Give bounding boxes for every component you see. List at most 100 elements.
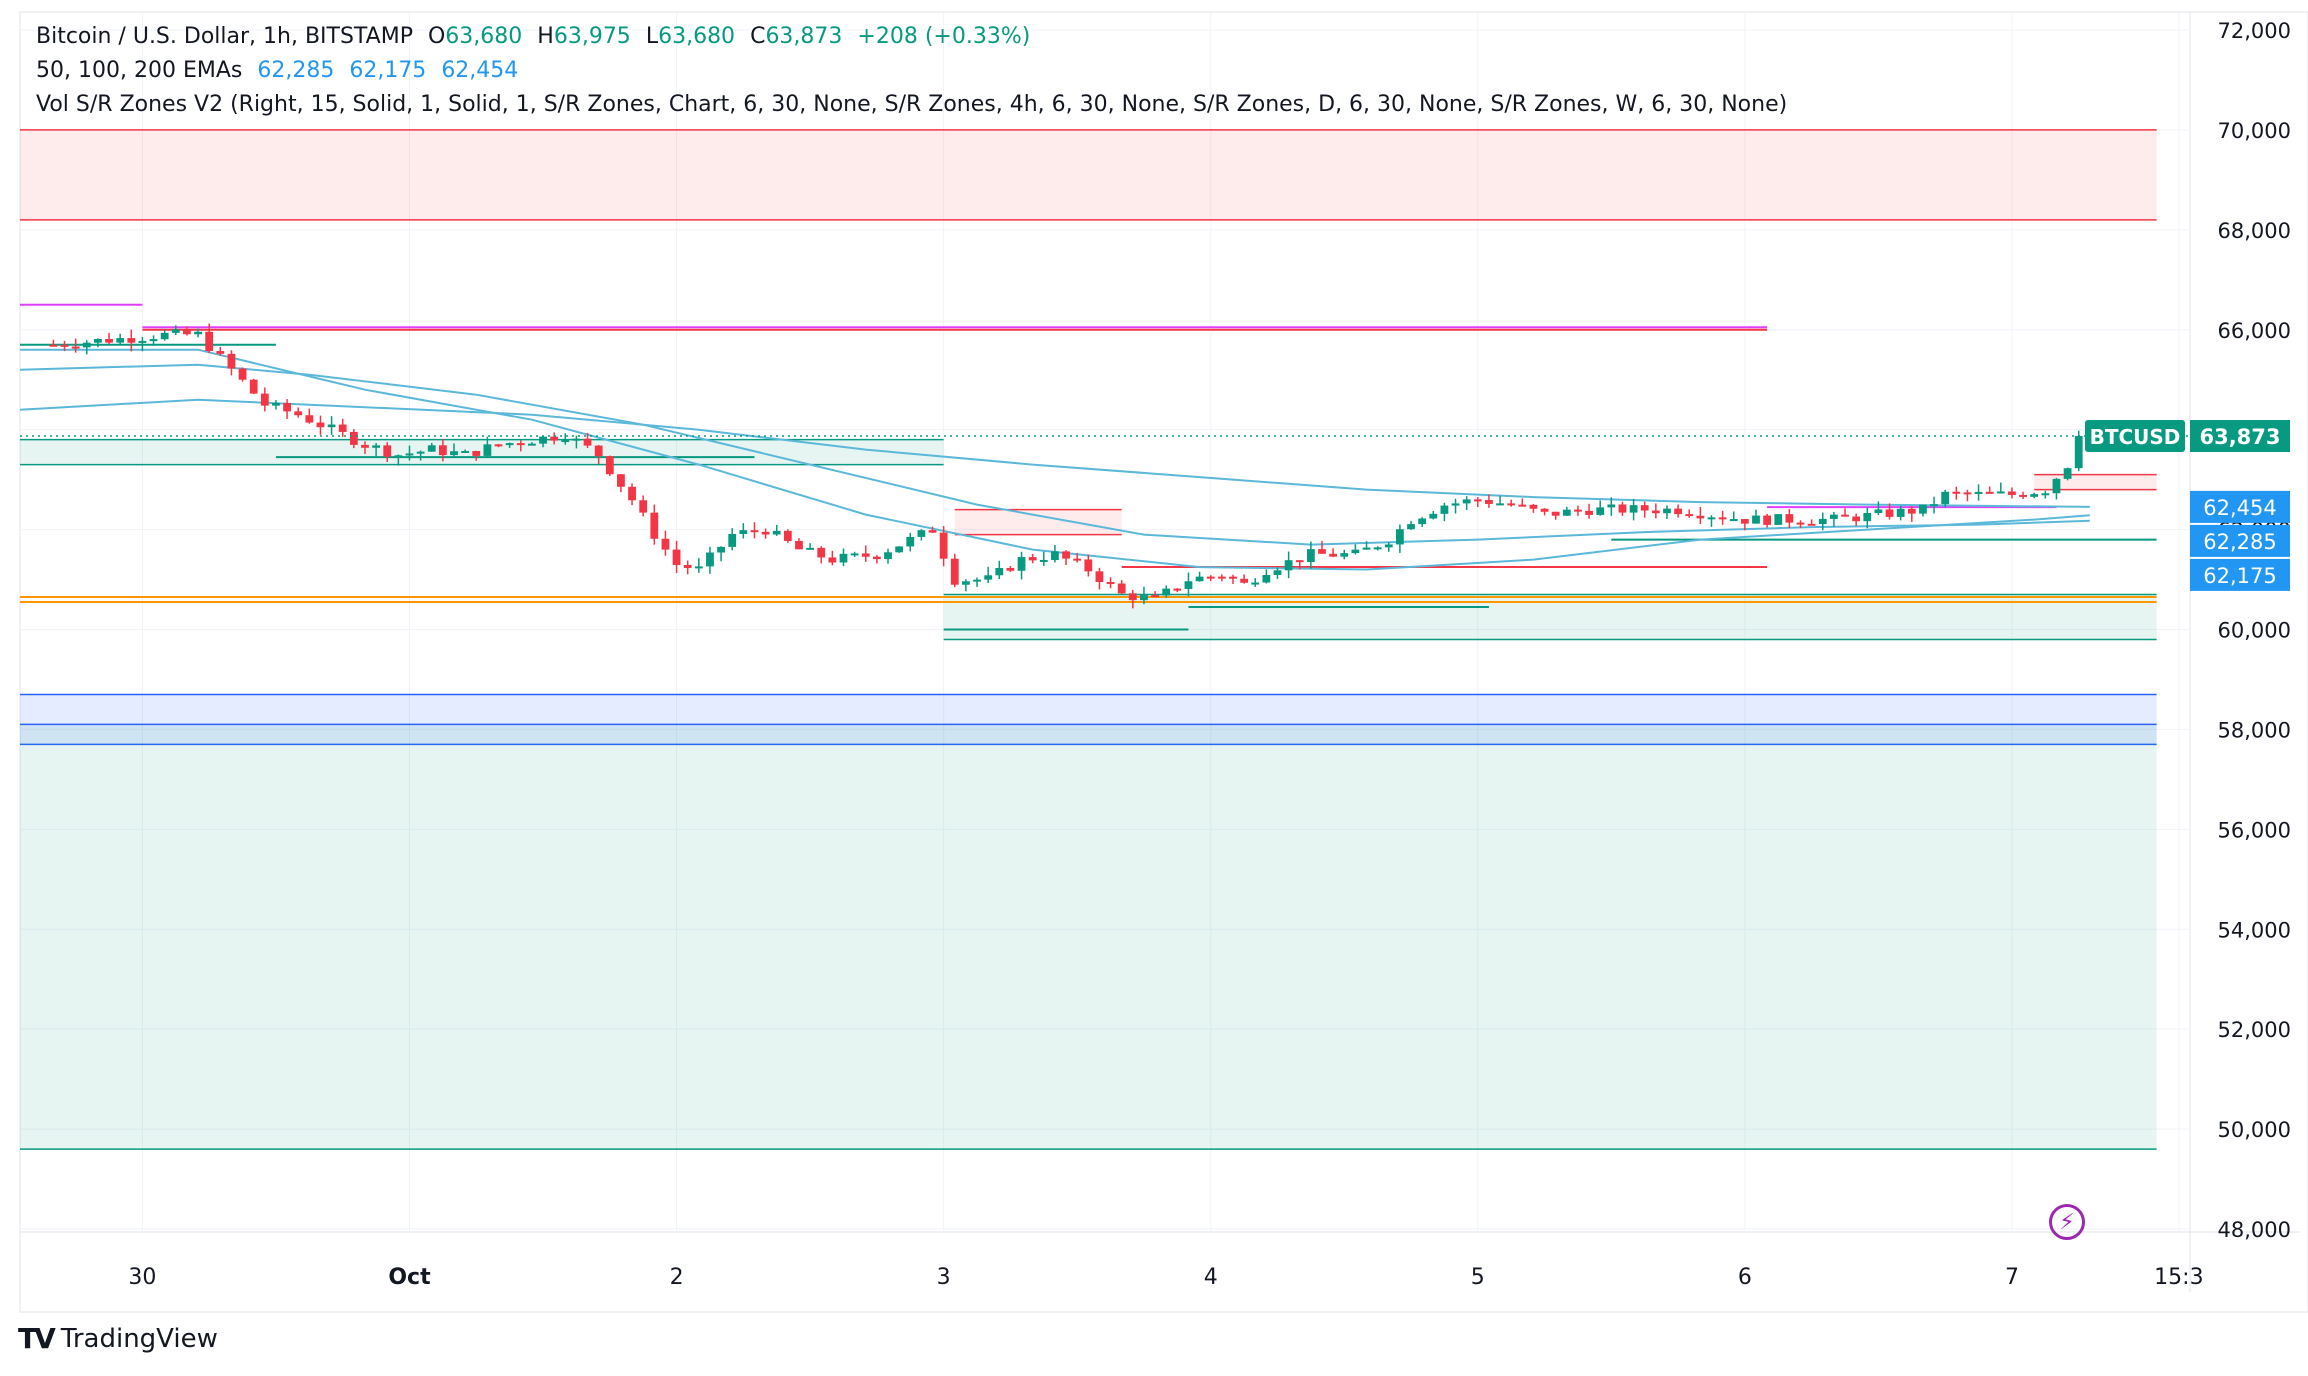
candle-body — [939, 532, 948, 559]
candle-body — [1440, 505, 1449, 514]
legend-close: C63,873 — [750, 24, 842, 49]
candle-body — [1841, 514, 1849, 517]
candle-body — [995, 567, 1004, 576]
candle-body — [739, 530, 748, 534]
candle-body — [1585, 510, 1593, 515]
legend-symbol: Bitcoin / U.S. Dollar, 1h, BITSTAMP — [36, 24, 413, 49]
candle-body — [628, 486, 636, 501]
candle-body — [1852, 516, 1861, 522]
candle-body — [895, 546, 904, 553]
candle-body — [505, 443, 514, 446]
legend-indicator[interactable]: Vol S/R Zones V2 (Right, 15, Solid, 1, S… — [36, 92, 1795, 117]
candle-body — [984, 575, 993, 580]
candle-body — [694, 566, 703, 569]
candle-body — [94, 339, 102, 343]
candle-body — [1729, 519, 1738, 522]
candle-body — [194, 331, 202, 335]
candle-body — [349, 431, 358, 445]
candle-body — [1329, 553, 1338, 557]
candle-body — [1885, 509, 1894, 517]
candle-body — [1896, 508, 1905, 517]
candle-body — [728, 533, 737, 547]
candle-body — [1618, 504, 1627, 513]
brand-name: TradingView — [60, 1323, 218, 1354]
candle-body — [105, 339, 113, 343]
candle-body — [761, 531, 770, 535]
ema-line — [20, 348, 2090, 571]
ema-line — [19, 363, 2090, 546]
candle-body — [260, 393, 269, 406]
candle-body — [1084, 559, 1093, 572]
candle-body — [1607, 504, 1616, 508]
ema-price-tag-bg — [2190, 490, 2290, 523]
candle-body — [1696, 515, 1705, 519]
candle-body — [1217, 576, 1226, 579]
candle-body — [238, 368, 247, 380]
candle-body — [516, 443, 525, 446]
candle-body — [1273, 570, 1282, 576]
candle-body — [1184, 581, 1193, 590]
lightning-bolt-icon[interactable]: ⚡ — [2049, 1204, 2085, 1240]
candle-body — [594, 445, 603, 457]
candle-body — [205, 331, 214, 352]
candle-body — [1418, 518, 1427, 525]
sr-zone — [20, 439, 944, 465]
candle-body — [2074, 436, 2083, 469]
tradingview-brand[interactable]: TV TradingView — [18, 1322, 218, 1355]
candle-body — [1306, 549, 1315, 562]
candle-body — [316, 422, 325, 428]
candle-body — [2030, 494, 2039, 497]
candle-body — [361, 444, 369, 448]
candle-body — [1551, 511, 1560, 516]
candle-body — [1629, 505, 1638, 513]
x-tick-label: 6 — [1738, 1265, 1752, 1290]
candle-body — [1106, 582, 1115, 585]
candle-body — [539, 436, 547, 444]
candle-body — [717, 546, 725, 553]
candle-body — [1451, 503, 1460, 506]
candle-body — [1262, 575, 1271, 583]
legend-emas[interactable]: 50, 100, 200 EMAs 62,285 62,175 62,454 — [36, 58, 526, 83]
candle-body — [872, 556, 881, 560]
candle-body — [1818, 518, 1827, 525]
symbol-tag: BTCUSD — [2090, 425, 2181, 449]
candle-body — [617, 474, 625, 487]
sr-zone — [20, 129, 2157, 220]
candle-body — [1318, 549, 1326, 554]
candle-body — [806, 547, 814, 550]
candle-body — [1062, 551, 1070, 559]
candle-body — [1384, 544, 1393, 548]
candle-body — [561, 440, 570, 443]
candle-body — [1674, 508, 1682, 515]
candle-body — [1830, 514, 1838, 519]
candle-body — [962, 581, 970, 585]
candle-body — [1140, 595, 1148, 601]
close-value: 63,873 — [765, 24, 843, 49]
candle-body — [1507, 503, 1516, 506]
candle-body — [1540, 508, 1549, 512]
candle-body — [583, 438, 592, 446]
candle-body — [650, 512, 659, 539]
candle-body — [973, 579, 981, 582]
x-tick-label: 2 — [670, 1265, 684, 1290]
candle-body — [1907, 508, 1916, 514]
candle-body — [672, 549, 681, 566]
candle-body — [1039, 559, 1048, 562]
candle-body — [917, 530, 926, 537]
symbol-tag-bg — [2085, 420, 2185, 453]
candle-body — [1518, 504, 1527, 507]
candle-body — [494, 444, 503, 447]
ema50-value: 62,285 — [257, 58, 335, 83]
x-tick-label: 15:3 — [2154, 1265, 2203, 1290]
ema200-value: 62,454 — [441, 58, 519, 83]
legend-ohlc: Bitcoin / U.S. Dollar, 1h, BITSTAMP O63,… — [36, 24, 1038, 49]
tradingview-logo-icon: TV — [18, 1322, 56, 1355]
candle-body — [1240, 578, 1248, 583]
candle-body — [706, 552, 714, 567]
legend-high: H63,975 — [537, 24, 631, 49]
high-value: 63,975 — [553, 24, 631, 49]
candle-body — [49, 344, 58, 347]
candle-body — [850, 553, 859, 556]
